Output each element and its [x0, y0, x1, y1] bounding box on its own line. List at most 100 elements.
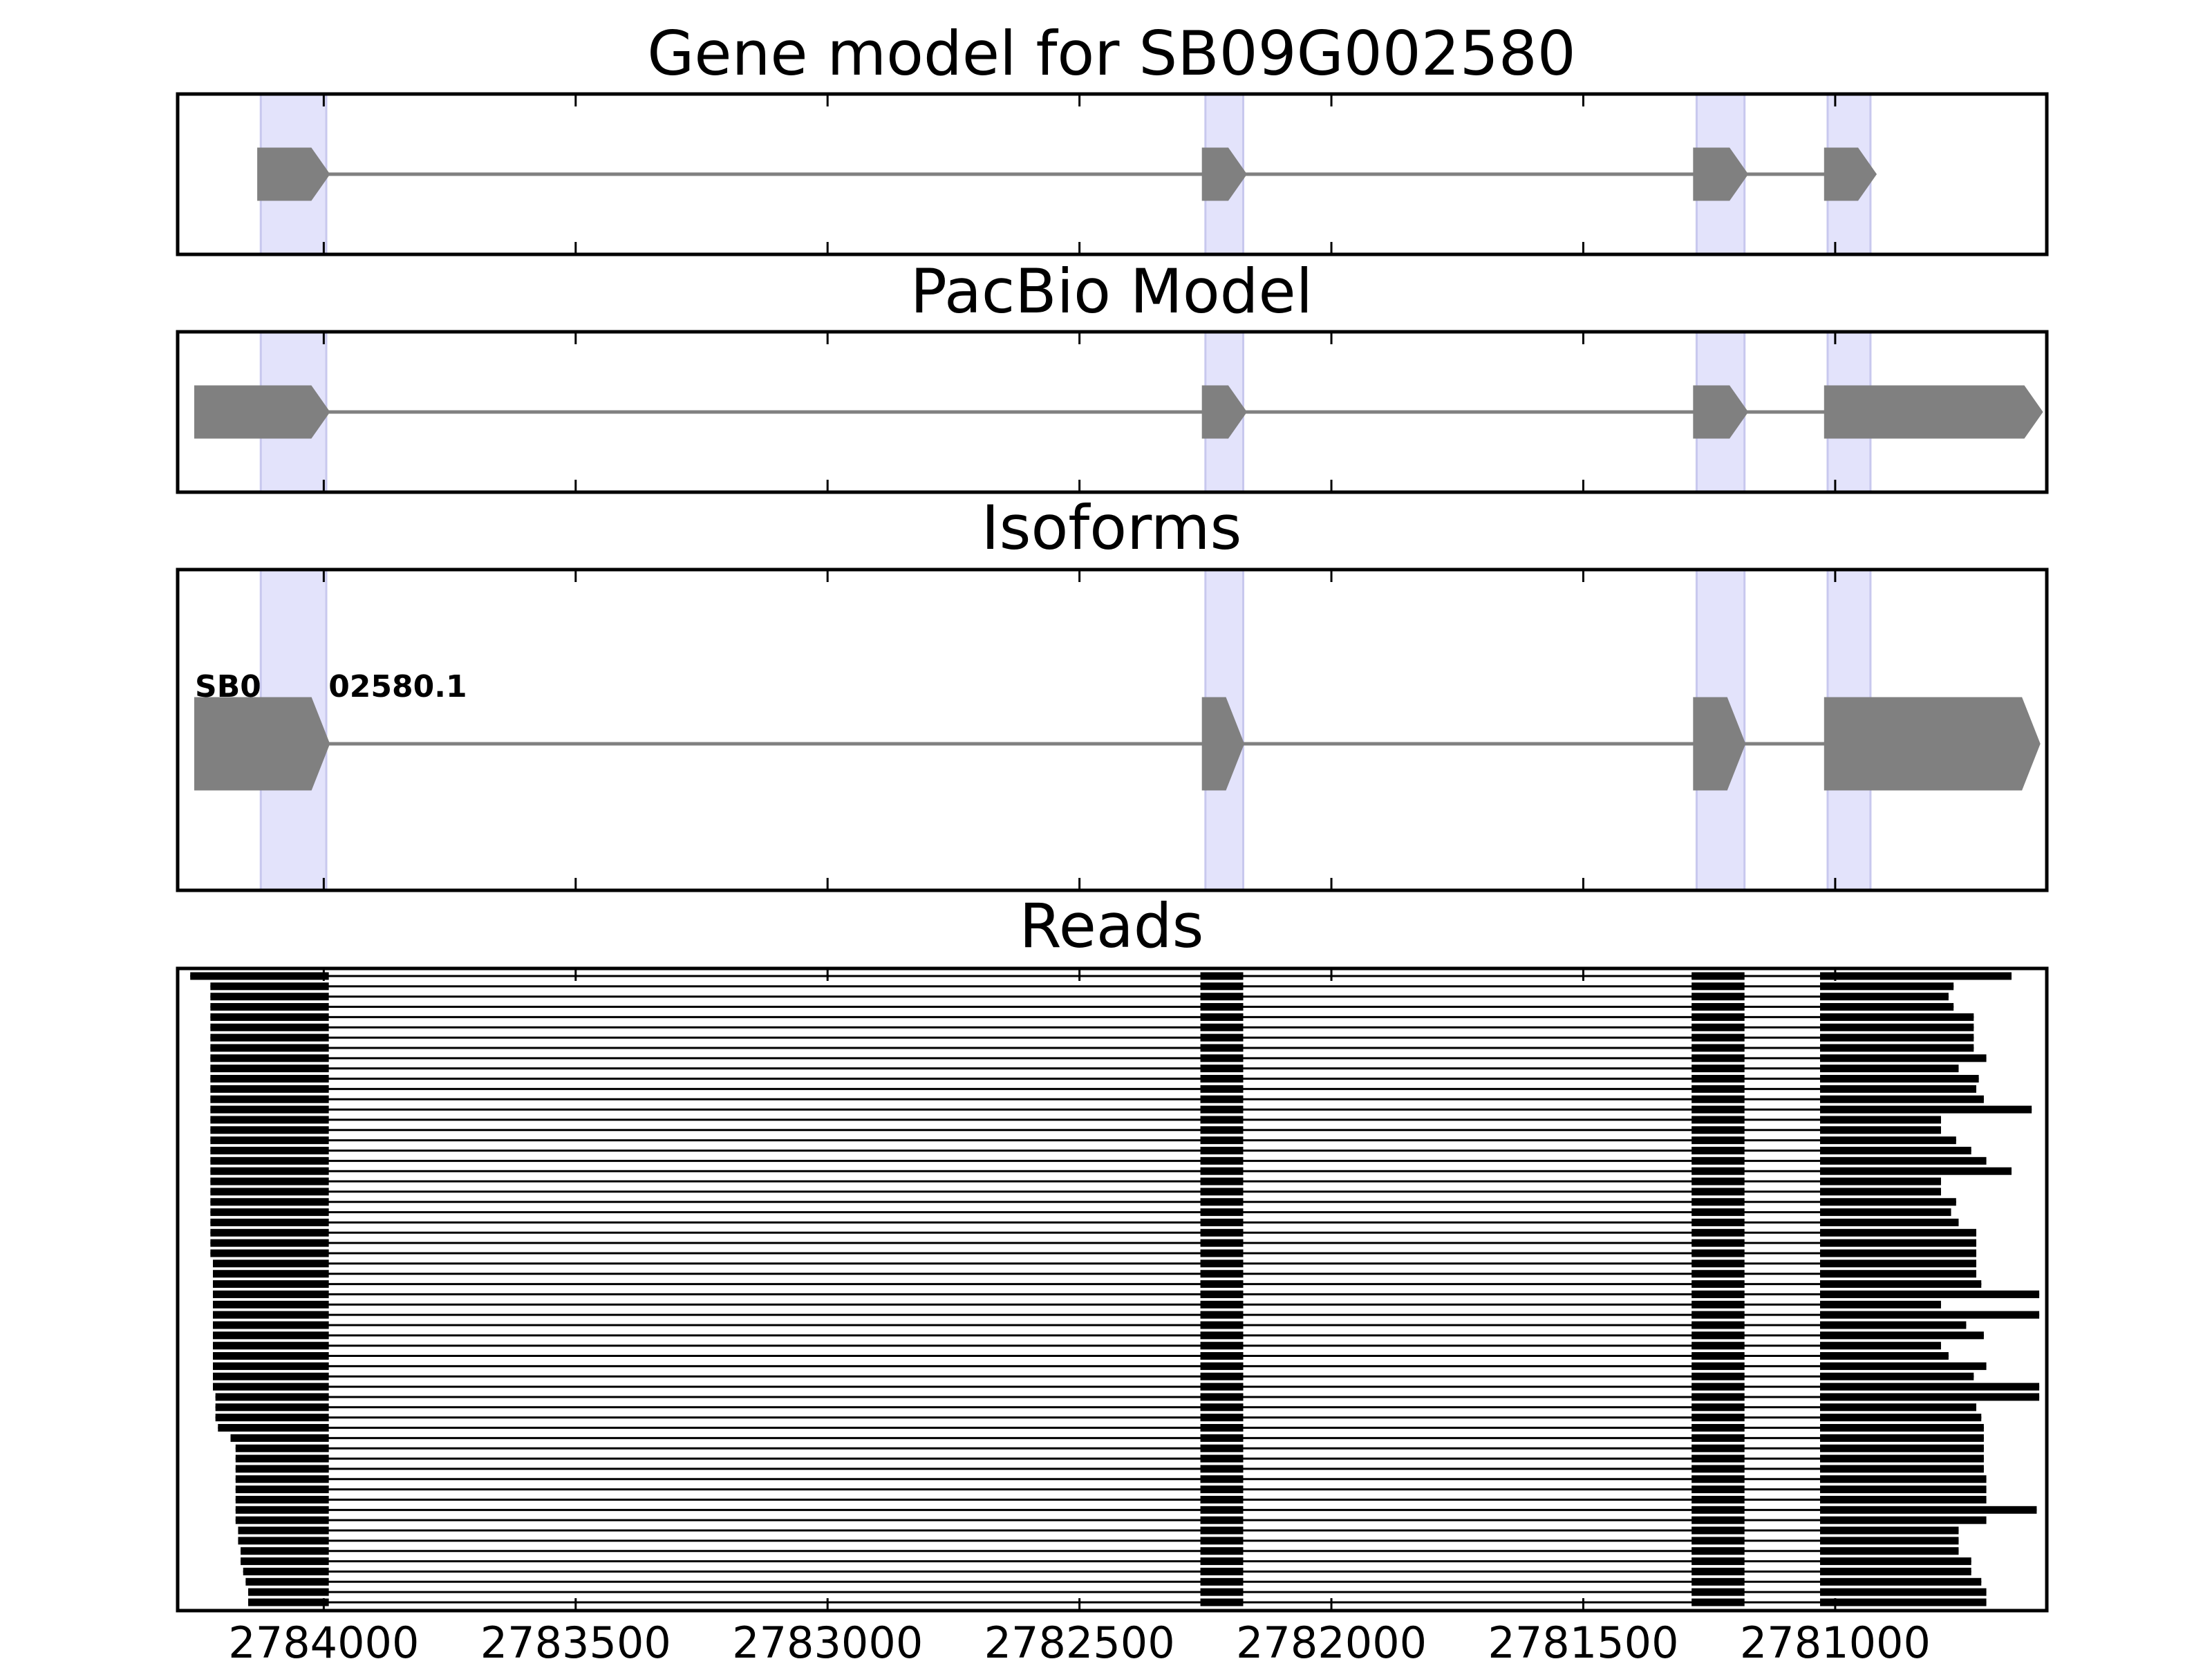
read-block: [1820, 1013, 1974, 1021]
read-block: [1820, 1003, 1954, 1011]
read-block: [1691, 1105, 1745, 1114]
panel-title-gene-model: Gene model for SB09G002580: [647, 18, 1576, 89]
read-block: [1200, 1588, 1244, 1596]
read-block: [213, 1382, 329, 1391]
panel-frame: [176, 92, 2049, 256]
read-block: [1691, 1434, 1745, 1442]
read-block: [1820, 1300, 1941, 1309]
read-block: [248, 1588, 329, 1596]
exon: [1693, 697, 1746, 791]
read-block: [1691, 1454, 1745, 1463]
read-block: [1200, 1342, 1244, 1350]
read-block: [241, 1547, 329, 1555]
read-block: [213, 1280, 329, 1288]
read-block: [1200, 1280, 1244, 1288]
read-block: [1200, 1003, 1244, 1011]
read-block: [1820, 1434, 1984, 1442]
read-block: [213, 1270, 329, 1278]
read-block: [1820, 1280, 1982, 1288]
read-block: [1200, 1311, 1244, 1319]
read-block: [1200, 1465, 1244, 1473]
read-block: [1691, 1033, 1745, 1042]
read-block: [215, 1393, 329, 1401]
read-block: [1820, 1403, 1976, 1412]
read-block: [213, 1321, 329, 1329]
read-block: [1691, 1065, 1745, 1073]
read-block: [1691, 1495, 1745, 1503]
read-block: [1691, 1218, 1745, 1226]
read-block: [1820, 1321, 1967, 1329]
exon: [257, 147, 330, 201]
read-block: [1691, 1577, 1745, 1586]
read-block: [1691, 1382, 1745, 1391]
read-block: [1691, 1075, 1745, 1083]
read-block: [1820, 1495, 1987, 1503]
panel-frame: [176, 330, 2049, 494]
read-block: [1691, 1003, 1745, 1011]
read-block: [1691, 1414, 1745, 1422]
read-block: [1820, 1588, 1987, 1596]
exon: [1693, 147, 1749, 201]
read-block: [1200, 1044, 1244, 1052]
read-block: [1200, 1085, 1244, 1093]
read-block: [1820, 1362, 1987, 1370]
read-block: [1200, 1537, 1244, 1545]
reads-panel: [176, 966, 2049, 1613]
read-block: [210, 1075, 329, 1083]
read-block: [1200, 1075, 1244, 1083]
panel-frame: [176, 966, 2049, 1613]
x-tick-label: 2783500: [480, 1618, 671, 1659]
read-block: [1820, 1331, 1984, 1340]
read-block: [1200, 1013, 1244, 1021]
read-block: [1691, 1342, 1745, 1350]
read-block: [1691, 1177, 1745, 1185]
read-block: [1691, 1208, 1745, 1217]
read-block: [1820, 1095, 1984, 1103]
read-block: [238, 1537, 329, 1545]
read-block: [1691, 1567, 1745, 1575]
read-block: [1200, 1116, 1244, 1124]
read-block: [1820, 1475, 1987, 1483]
read-block: [1820, 1444, 1984, 1452]
read-block: [1691, 1044, 1745, 1052]
read-block: [1200, 1228, 1244, 1237]
exon: [1824, 697, 2041, 791]
read-block: [1691, 1465, 1745, 1473]
read-block: [1200, 1054, 1244, 1062]
read-block: [1691, 1598, 1745, 1606]
read-block: [1200, 1454, 1244, 1463]
read-block: [235, 1506, 329, 1514]
read-block: [1820, 1485, 1987, 1494]
read-block: [1691, 1424, 1745, 1432]
read-block: [1820, 1414, 1982, 1422]
read-block: [1820, 1567, 1971, 1575]
read-block: [1820, 1526, 1959, 1535]
pacbio-model-panel: [176, 330, 2049, 494]
read-block: [1820, 1105, 2032, 1114]
read-block: [213, 1342, 329, 1350]
read-block: [1691, 1188, 1745, 1196]
read-block: [1200, 1403, 1244, 1412]
read-block: [1691, 1557, 1745, 1566]
read-block: [230, 1434, 329, 1442]
read-block: [1691, 1085, 1745, 1093]
panel-frame: [176, 568, 2049, 892]
read-block: [1820, 1023, 1974, 1031]
read-block: [210, 1116, 329, 1124]
read-block: [1200, 1321, 1244, 1329]
read-block: [1820, 1167, 2012, 1175]
read-block: [1200, 993, 1244, 1001]
read-block: [1820, 1547, 1959, 1555]
read-block: [235, 1485, 329, 1494]
read-block: [1200, 1136, 1244, 1145]
read-block: [1691, 1393, 1745, 1401]
read-block: [210, 1003, 329, 1011]
read-block: [235, 1444, 329, 1452]
read-block: [1820, 1198, 1956, 1206]
read-block: [1820, 1259, 1976, 1268]
read-block: [1200, 1362, 1244, 1370]
read-block: [1200, 1095, 1244, 1103]
read-block: [1200, 1495, 1244, 1503]
read-block: [1691, 1228, 1745, 1237]
read-block: [1200, 1156, 1244, 1165]
